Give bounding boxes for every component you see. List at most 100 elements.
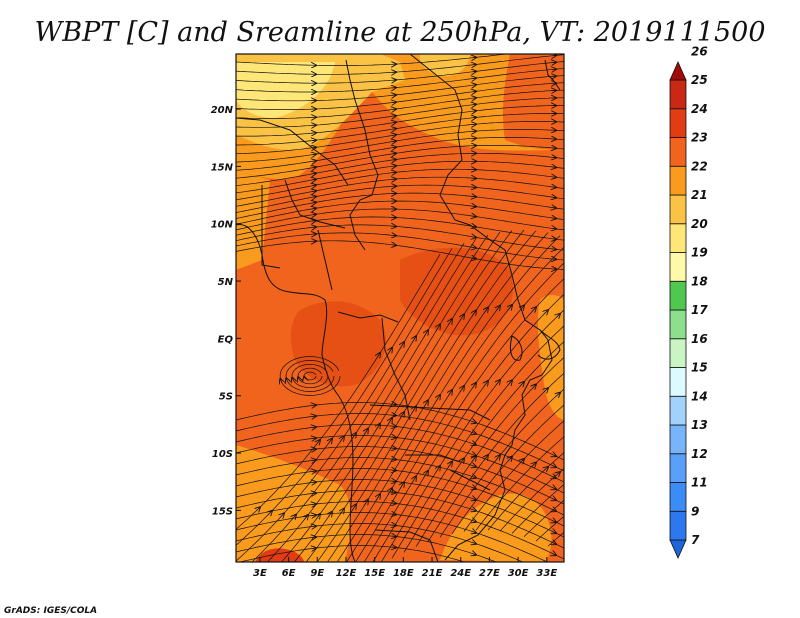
streamline	[236, 216, 564, 241]
colorbar-label: 20	[691, 217, 708, 231]
streamline-arrow	[652, 435, 656, 439]
streamline-arrow	[340, 436, 344, 443]
streamline-arrow	[472, 98, 476, 99]
streamline-arrow	[286, 378, 287, 381]
y-tick-label: 10S	[212, 449, 233, 460]
streamline-arrow	[312, 526, 316, 527]
streamline	[236, 54, 564, 75]
streamline-arrow	[628, 427, 632, 431]
streamline-arrow	[412, 476, 416, 484]
streamline	[236, 68, 564, 93]
streamline-arrow	[392, 245, 396, 246]
streamline-arrow	[496, 455, 500, 460]
streamline-arrow	[312, 214, 316, 215]
streamline-arrow	[552, 564, 556, 566]
streamline-arrow	[312, 154, 316, 155]
streamline-arrow	[312, 460, 316, 461]
streamline-arrow	[592, 410, 596, 413]
streamline-arrow	[472, 216, 476, 217]
streamline-arrow	[472, 247, 476, 248]
streamline-arrow	[472, 443, 476, 444]
streamline-arrow	[472, 432, 476, 433]
streamline-arrow	[552, 476, 556, 478]
streamline-arrow	[484, 308, 488, 314]
colorbar-swatch	[669, 395, 687, 426]
streamline-arrow	[552, 465, 556, 467]
streamline	[236, 192, 564, 219]
streamline-arrow	[312, 202, 316, 203]
streamline-arrow	[472, 498, 476, 499]
streamline-arrow	[552, 487, 556, 489]
streamline-arrow	[312, 191, 316, 192]
colorbar-swatch	[669, 539, 687, 559]
streamline-arrow	[436, 395, 440, 402]
streamline-arrow	[472, 237, 476, 238]
streamline	[236, 184, 564, 213]
streamline-arrow	[316, 440, 320, 445]
streamline-arrow	[472, 421, 476, 422]
colorbar-swatch	[669, 482, 687, 512]
streamline-arrow	[312, 537, 316, 538]
chart-title: WBPT [C] and Sreamline at 250hPa, VT: 20…	[35, 17, 766, 48]
streamline-arrow	[472, 383, 476, 389]
y-tick-label: 20N	[211, 105, 234, 116]
streamline-arrow	[472, 91, 476, 92]
streamline-arrow	[652, 357, 656, 361]
streamline	[236, 82, 564, 110]
x-tick-label: 27E	[479, 568, 500, 579]
streamline-arrow	[724, 362, 728, 368]
streamline-arrow	[392, 141, 396, 142]
streamline-arrow	[552, 498, 556, 500]
streamline	[487, 452, 564, 531]
streamline-arrow	[520, 306, 524, 311]
streamline	[236, 61, 564, 84]
streamline	[236, 435, 564, 494]
streamline-arrow	[312, 504, 316, 505]
streamline-arrow	[312, 161, 316, 162]
streamline	[236, 160, 564, 194]
streamline-arrow	[400, 412, 404, 420]
streamline-arrow	[312, 405, 316, 406]
colorbar-label: 21	[691, 188, 708, 202]
streamline	[463, 420, 564, 532]
streamline-arrow	[312, 493, 316, 494]
streamline-arrow	[640, 352, 644, 356]
streamline-arrow	[556, 314, 560, 318]
streamline-arrow	[552, 239, 556, 240]
colorbar-swatch	[669, 108, 687, 138]
streamline-arrow	[552, 509, 556, 511]
streamline	[236, 490, 564, 549]
colorbar-swatch	[669, 61, 687, 81]
streamline-arrow	[568, 319, 572, 323]
streamline-arrow	[424, 400, 428, 408]
streamline-arrow	[544, 467, 548, 471]
streamline-arrow	[392, 116, 396, 117]
streamline-arrow	[568, 398, 572, 402]
streamline-arrow	[508, 305, 512, 310]
streamline	[236, 54, 510, 66]
colorbar-label: 15	[691, 361, 708, 375]
streamline-arrow	[592, 330, 596, 333]
streamline-arrow	[472, 509, 476, 510]
streamline-arrow	[448, 390, 452, 397]
plot-frame	[235, 53, 565, 563]
streamline-arrow	[520, 382, 524, 386]
streamline	[236, 479, 564, 538]
colorbar-label: 12	[691, 447, 708, 461]
streamline-arrow	[424, 330, 428, 338]
colorbar-label: 11	[691, 476, 708, 490]
streamline-arrow	[472, 542, 476, 543]
streamline-arrow	[392, 147, 396, 148]
region-orange-southeast	[440, 493, 552, 562]
x-tick-label: 6E	[282, 568, 296, 579]
streamline-arrow	[580, 484, 584, 487]
streamline-arrow	[298, 377, 299, 379]
streamline-arrow	[392, 135, 396, 136]
streamline-arrow	[312, 179, 316, 180]
streamline	[236, 512, 548, 562]
streamline-arrow	[580, 404, 584, 407]
region-red-northeast	[502, 54, 564, 150]
y-axis: 20N 15N 10N 5N EQ 5S 10S 15S	[211, 105, 241, 517]
streamline	[236, 468, 564, 527]
streamline-arrow	[388, 348, 392, 355]
